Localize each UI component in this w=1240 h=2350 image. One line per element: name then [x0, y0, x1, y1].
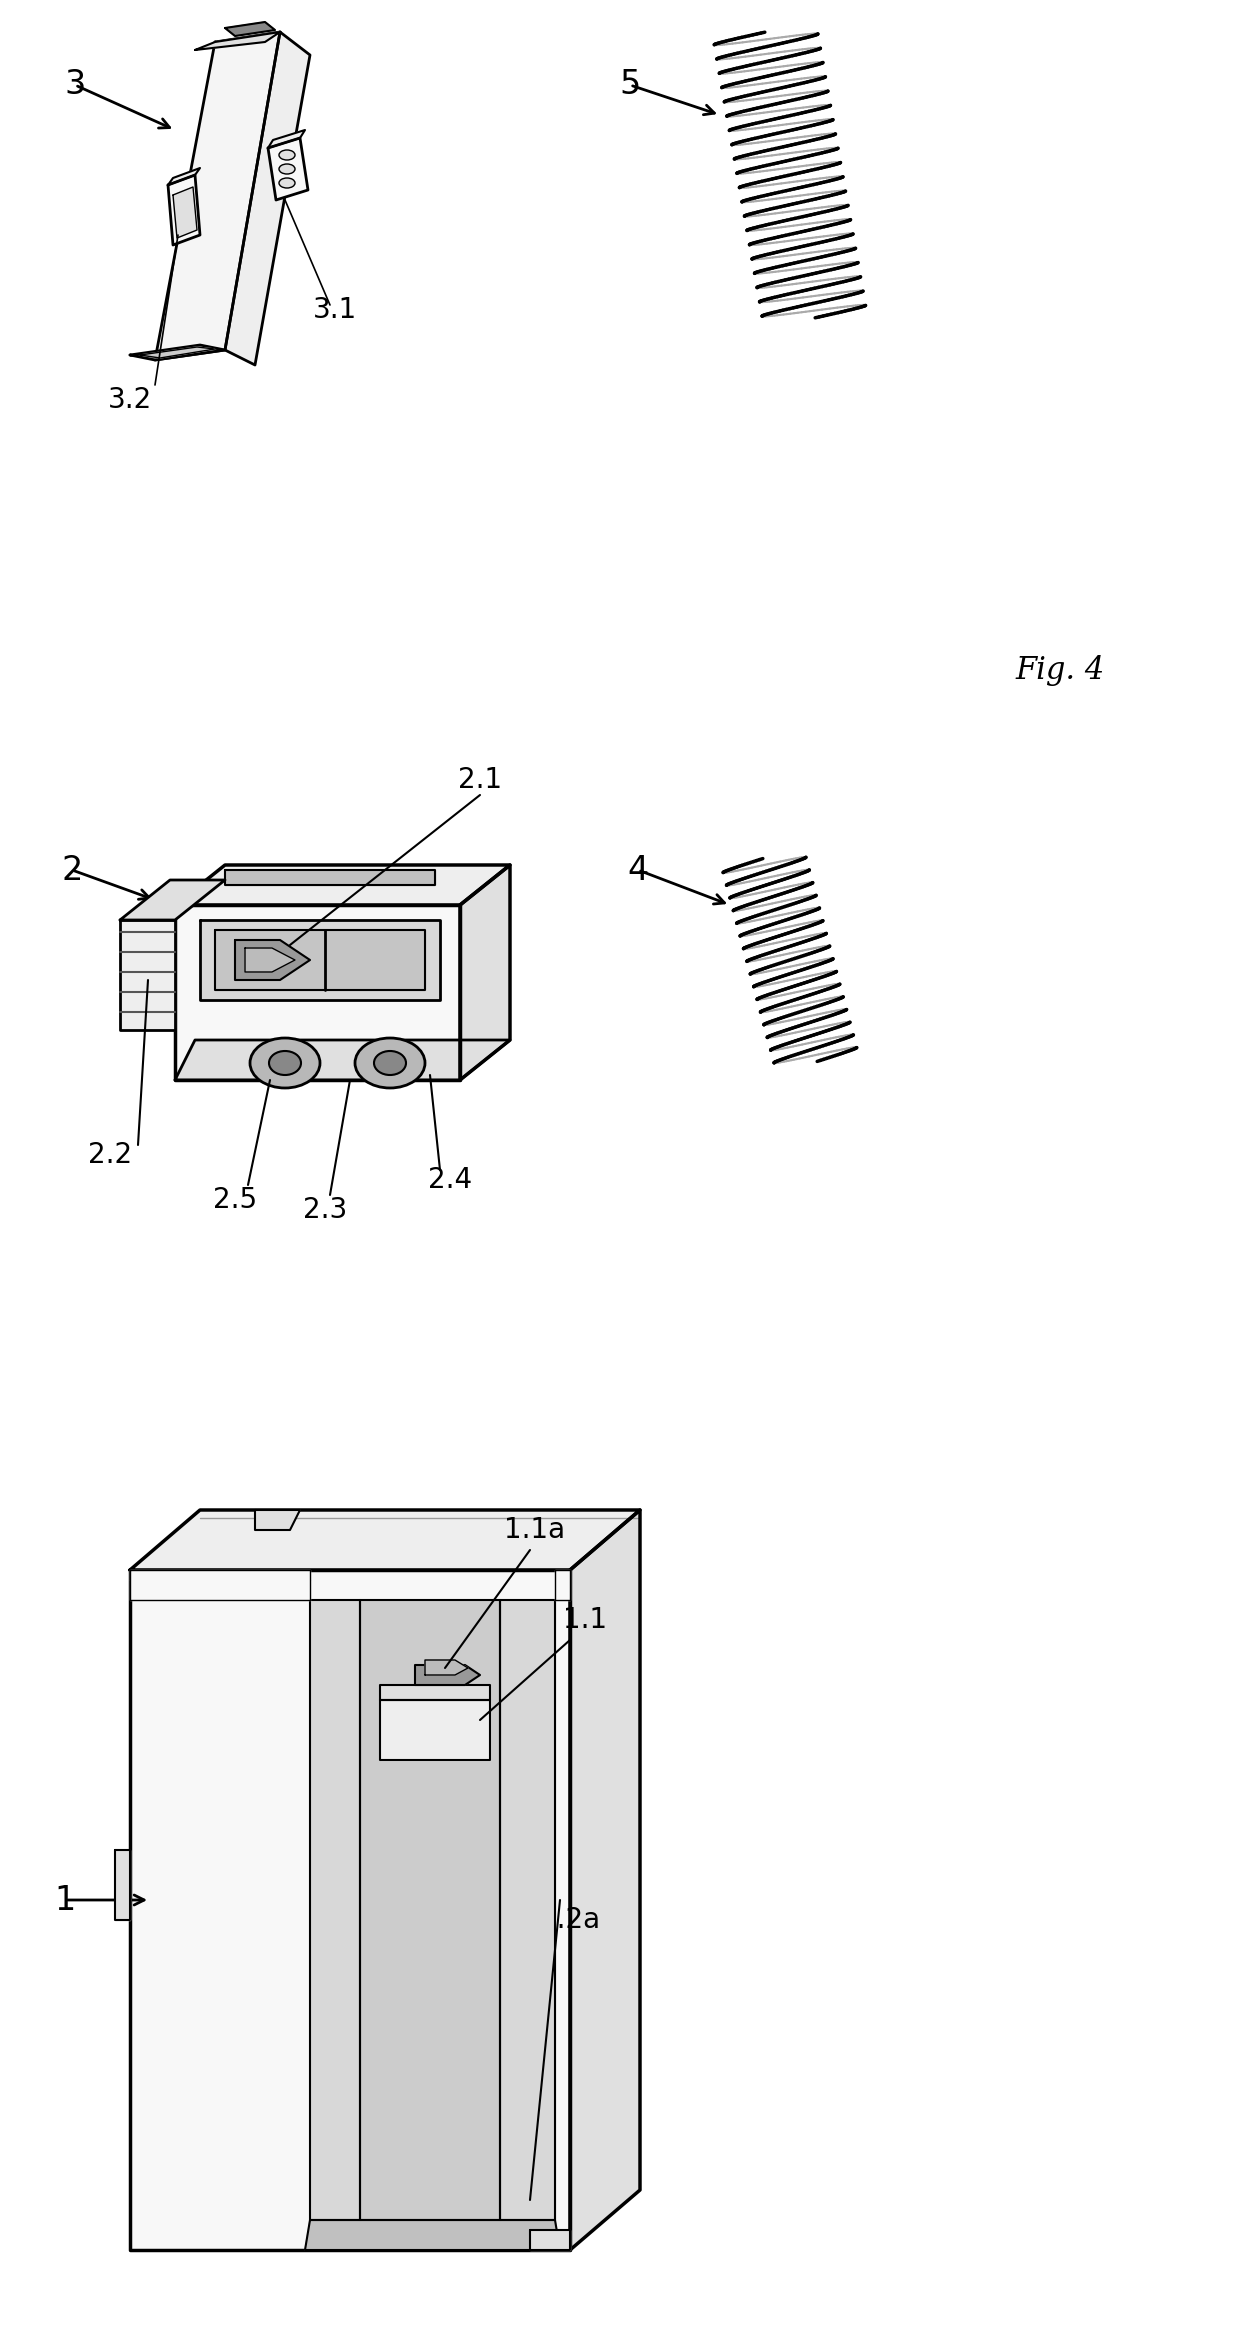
Text: 3.2: 3.2: [108, 385, 153, 414]
Ellipse shape: [374, 1050, 405, 1074]
Ellipse shape: [279, 179, 295, 188]
Polygon shape: [268, 129, 305, 148]
Polygon shape: [130, 345, 224, 360]
Text: 3.1: 3.1: [312, 296, 357, 324]
Polygon shape: [305, 2221, 560, 2249]
Text: Fig. 4: Fig. 4: [1016, 656, 1105, 686]
Polygon shape: [130, 1570, 310, 1600]
Ellipse shape: [269, 1050, 301, 1074]
Ellipse shape: [250, 1039, 320, 1088]
Polygon shape: [500, 1600, 556, 2221]
Text: 2.4: 2.4: [428, 1166, 472, 1194]
Polygon shape: [460, 865, 510, 1081]
Polygon shape: [130, 1570, 570, 2249]
Polygon shape: [236, 940, 310, 980]
Polygon shape: [155, 33, 280, 360]
Polygon shape: [268, 139, 308, 200]
Polygon shape: [425, 1659, 467, 1676]
Polygon shape: [360, 1600, 500, 2221]
Polygon shape: [167, 167, 200, 186]
Polygon shape: [415, 1666, 480, 1685]
Text: 1.2a: 1.2a: [539, 1906, 600, 1934]
Text: 4: 4: [627, 853, 649, 886]
Polygon shape: [175, 905, 460, 1081]
Text: 2.2: 2.2: [88, 1142, 133, 1168]
Polygon shape: [200, 919, 440, 1001]
Polygon shape: [115, 1849, 130, 1920]
Polygon shape: [246, 947, 295, 973]
Polygon shape: [120, 919, 175, 1029]
Polygon shape: [224, 21, 275, 35]
Polygon shape: [556, 1570, 570, 1600]
Polygon shape: [140, 348, 215, 357]
Ellipse shape: [279, 150, 295, 160]
Polygon shape: [570, 1511, 640, 2249]
Text: 1: 1: [55, 1882, 76, 1918]
Polygon shape: [195, 33, 280, 49]
Polygon shape: [120, 879, 224, 919]
Polygon shape: [167, 174, 200, 244]
Ellipse shape: [279, 165, 295, 174]
Polygon shape: [130, 1511, 640, 1570]
Text: 2.3: 2.3: [303, 1196, 347, 1224]
Text: 2.5: 2.5: [213, 1187, 257, 1215]
Polygon shape: [175, 865, 510, 905]
Polygon shape: [174, 188, 197, 237]
Ellipse shape: [355, 1039, 425, 1088]
Polygon shape: [255, 1511, 300, 1530]
Polygon shape: [379, 1685, 490, 1699]
Polygon shape: [175, 1041, 510, 1081]
Polygon shape: [224, 33, 310, 364]
Text: 5: 5: [619, 68, 641, 101]
Polygon shape: [529, 2230, 570, 2249]
Text: 3: 3: [64, 68, 86, 101]
Text: 1.1a: 1.1a: [505, 1516, 565, 1544]
Polygon shape: [215, 931, 425, 989]
Text: 1.1: 1.1: [563, 1605, 608, 1633]
Polygon shape: [379, 1699, 490, 1760]
Polygon shape: [310, 1600, 360, 2221]
Text: 2: 2: [61, 853, 83, 886]
Polygon shape: [224, 870, 435, 886]
Text: 2.1: 2.1: [458, 766, 502, 794]
